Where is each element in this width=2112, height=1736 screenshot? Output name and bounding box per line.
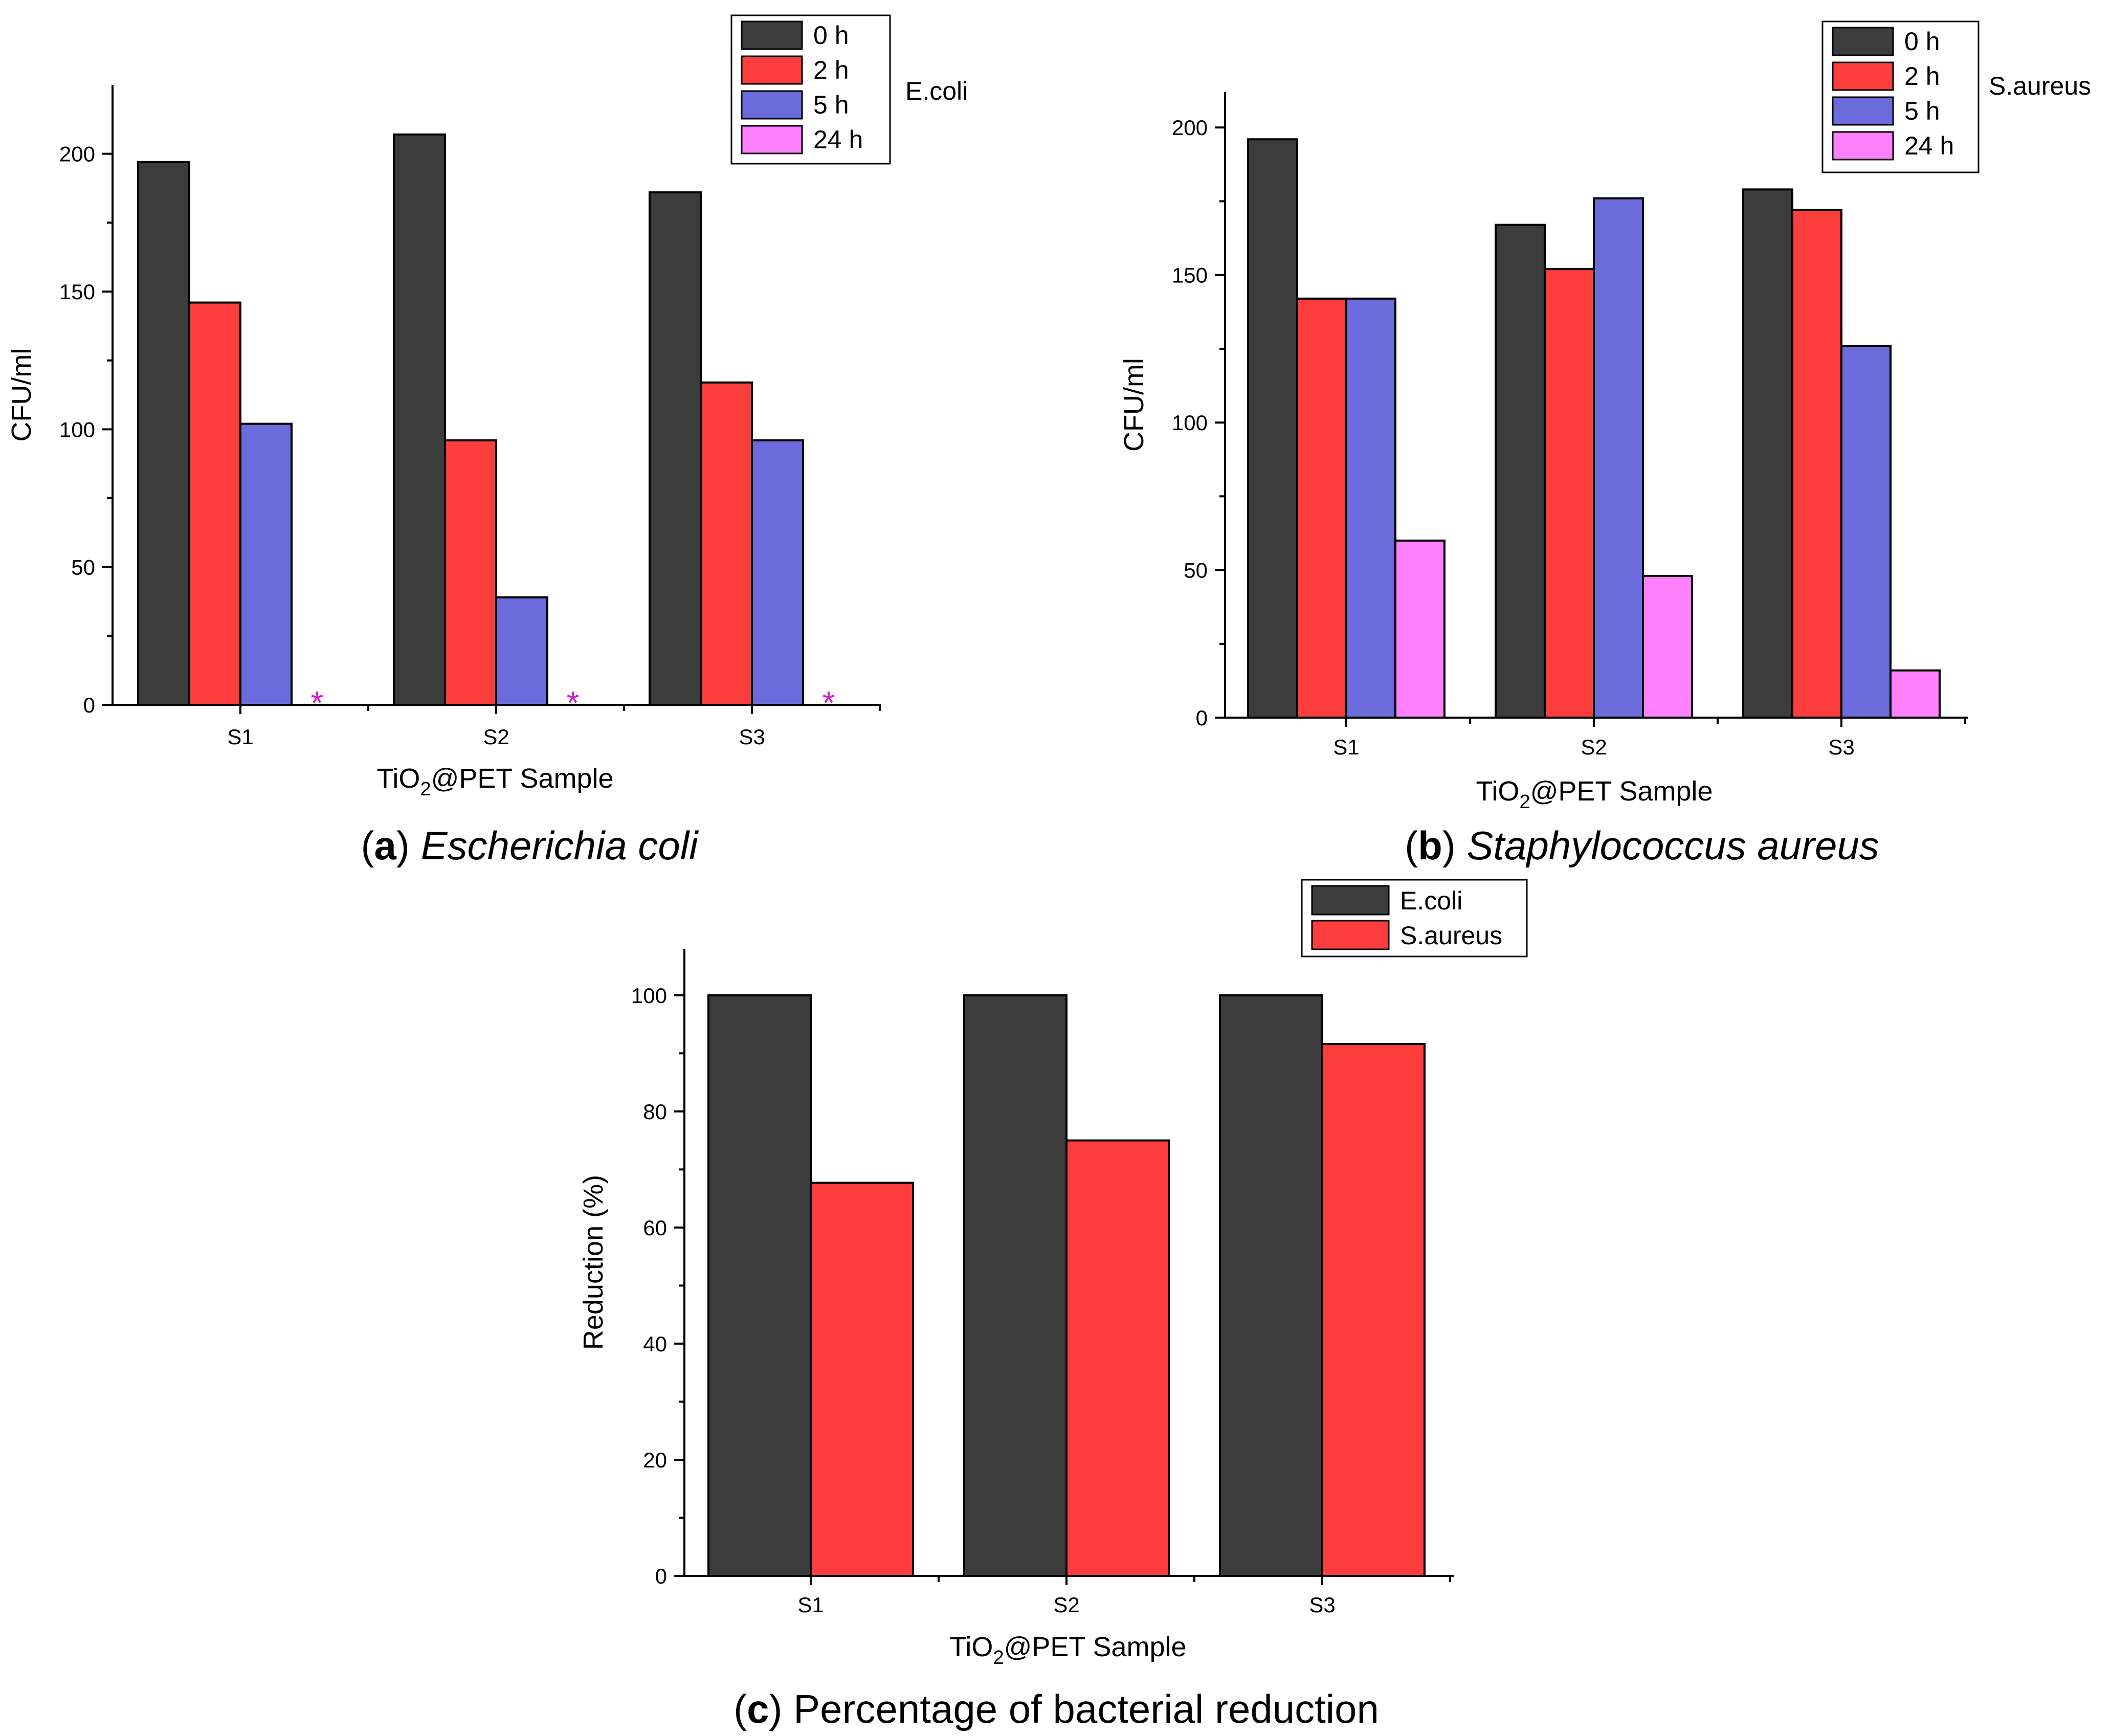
- legend-title: E.coli: [905, 77, 968, 105]
- bar-5h-S2: [495, 596, 548, 706]
- x-axis-label: TiO2@PET Sample: [949, 1632, 1186, 1668]
- legend-swatch: [741, 90, 803, 120]
- y-tick-label: 200: [59, 142, 95, 166]
- bar-0h-S2: [1495, 224, 1546, 719]
- bar-Ecoli-S1: [707, 994, 812, 1577]
- x-tick-label: S2: [1053, 1593, 1079, 1617]
- legend-swatch: [1832, 27, 1894, 56]
- figure-caption: (a) Escherichia coli: [361, 823, 700, 868]
- bar-0h-S1: [1247, 138, 1298, 719]
- y-tick-label: 100: [631, 984, 667, 1008]
- legend-label: 0 h: [1904, 27, 1940, 56]
- legend-label: 2 h: [1904, 62, 1940, 91]
- y-tick-label: 80: [643, 1100, 667, 1124]
- legend-label: E.coli: [1400, 886, 1462, 915]
- zero-marker: *: [822, 684, 835, 721]
- bar-5h-S2: [1593, 197, 1644, 719]
- legend-swatch: [1832, 61, 1894, 91]
- bar-2h-S3: [700, 381, 753, 706]
- bar-2h-S2: [444, 439, 497, 706]
- legend-swatch: [741, 20, 803, 50]
- legend-swatch: [1311, 885, 1390, 916]
- y-tick-label: 100: [59, 417, 95, 441]
- legend: 0 h 2 h 5 h 24 h: [1821, 20, 1980, 173]
- zero-marker: *: [311, 684, 324, 721]
- figure-caption: (c) Percentage of bacterial reduction: [733, 1686, 1379, 1731]
- y-tick-label: 0: [1196, 706, 1208, 730]
- bar-5h-S1: [239, 422, 293, 706]
- bar-5h-S3: [1840, 345, 1892, 719]
- x-tick-label: S1: [797, 1593, 824, 1617]
- legend: 0 h 2 h 5 h 24 h: [730, 14, 891, 165]
- x-tick-label: S1: [227, 725, 253, 749]
- bar-2h-S2: [1544, 268, 1595, 719]
- x-tick-label: S2: [483, 725, 509, 749]
- bar-0h-S3: [1742, 188, 1793, 719]
- legend-label: 5 h: [1904, 97, 1940, 125]
- y-axis-label: CFU/ml: [1119, 358, 1149, 452]
- bar-Saureus-S1: [810, 1182, 914, 1577]
- y-tick-label: 0: [655, 1564, 667, 1588]
- x-tick-label: S2: [1581, 735, 1607, 759]
- y-tick-label: 0: [83, 693, 95, 717]
- bar-24h-S1: [1394, 539, 1446, 719]
- x-tick-label: S3: [1828, 735, 1854, 759]
- legend-label: 2 h: [813, 56, 849, 84]
- legend-swatch: [1311, 920, 1390, 950]
- y-axis-label: CFU/ml: [6, 348, 37, 442]
- bar-24h-S3: [1889, 669, 1941, 719]
- bar-24h-S2: [1642, 575, 1693, 719]
- x-tick-label: S1: [1333, 735, 1359, 759]
- y-tick-label: 50: [1184, 559, 1208, 583]
- y-tick-label: 60: [643, 1216, 667, 1240]
- legend-label: 24 h: [1904, 131, 1954, 160]
- y-tick-label: 100: [1172, 411, 1208, 435]
- legend: E.coli S.aureus: [1301, 879, 1528, 958]
- chart-a: 0 50 100 150 200 * S1 * S2 * S3 TiO2@PET Sample CFU/…: [6, 14, 968, 868]
- bar-0h-S1: [137, 161, 190, 706]
- bar-2h-S1: [1296, 297, 1347, 719]
- y-tick-label: 20: [643, 1448, 667, 1472]
- legend-swatch: [1832, 131, 1894, 161]
- x-tick-label: S3: [739, 725, 765, 749]
- y-tick-label: 50: [71, 555, 95, 580]
- bar-Saureus-S3: [1321, 1043, 1426, 1577]
- bar-Ecoli-S2: [963, 994, 1068, 1577]
- legend-title: S.aureus: [1989, 72, 2091, 100]
- zero-marker: *: [567, 684, 580, 721]
- x-axis-label: TiO2@PET Sample: [1476, 776, 1713, 813]
- x-axis-label: TiO2@PET Sample: [376, 763, 613, 800]
- bar-0h-S2: [393, 133, 446, 706]
- legend-swatch: [741, 55, 803, 85]
- bar-2h-S3: [1791, 209, 1842, 719]
- y-tick-label: 40: [643, 1332, 667, 1356]
- bar-2h-S1: [188, 301, 241, 706]
- legend-label: 5 h: [813, 91, 849, 119]
- bar-Ecoli-S3: [1219, 994, 1323, 1577]
- chart-c: 0 20 40 60 80 100 S1 S2 S3 TiO2@PET Sample Reducti…: [578, 879, 1528, 1731]
- bar-5h-S3: [751, 439, 804, 706]
- x-tick-label: S3: [1309, 1593, 1335, 1617]
- bar-0h-S3: [649, 191, 702, 706]
- bar-5h-S1: [1345, 297, 1396, 719]
- chart-b: 0 50 100 150 200 S1 S2 S3 TiO2@PET Sample CFU/ml 0…: [1119, 20, 2091, 868]
- legend-label: S.aureus: [1400, 921, 1502, 950]
- y-axis-label: Reduction (%): [578, 1175, 609, 1350]
- legend-label: 0 h: [813, 21, 849, 50]
- bar-Saureus-S2: [1065, 1139, 1170, 1577]
- y-tick-label: 150: [59, 280, 95, 304]
- legend-swatch: [1832, 96, 1894, 126]
- y-tick-label: 150: [1172, 263, 1208, 287]
- y-tick-label: 200: [1172, 116, 1208, 140]
- legend-label: 24 h: [813, 125, 863, 154]
- figure-caption: (b) Staphylococcus aureus: [1405, 823, 1879, 868]
- legend-swatch: [741, 125, 803, 154]
